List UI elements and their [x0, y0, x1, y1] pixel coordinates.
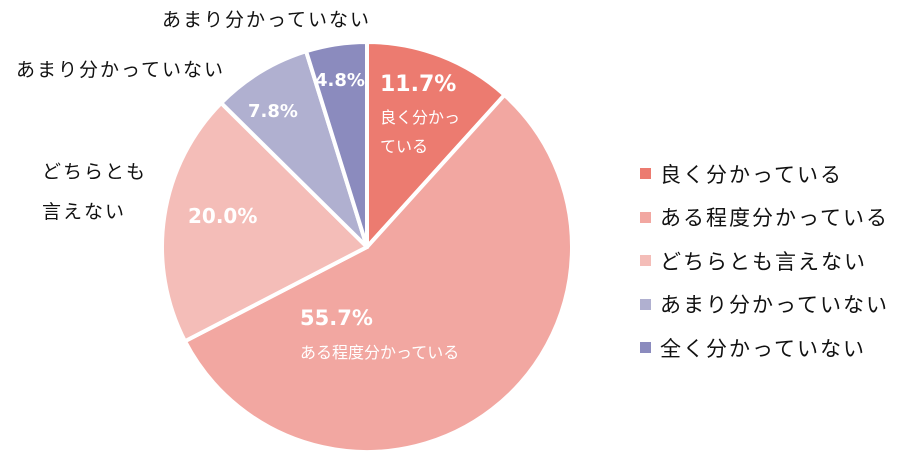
outer-label-neutral-line1: どちらとも: [42, 161, 148, 183]
legend-swatch-icon: [640, 168, 651, 180]
legend-item-somewhat: ある程度分かっている: [640, 196, 889, 240]
label-somewhat-pct: 55.7%: [300, 306, 373, 330]
label-good-pct: 11.7%: [380, 72, 456, 97]
label-good-line2: ている: [380, 137, 428, 156]
pie-slice: [182, 92, 574, 454]
pie-slice: [160, 100, 369, 344]
pie-slices: [160, 40, 574, 454]
outer-label-neutral-line2: 言えない: [42, 201, 127, 223]
label-notatall-pct: 4.8%: [315, 70, 365, 91]
legend-swatch-icon: [640, 255, 651, 267]
legend-swatch-icon: [640, 211, 651, 223]
legend-swatch-icon: [640, 342, 651, 354]
legend: 良く分かっている ある程度分かっている どちらとも言えない あまり分かっていない…: [640, 152, 889, 370]
legend-label: どちらとも言えない: [660, 249, 867, 274]
label-neutral-pct: 20.0%: [188, 204, 257, 228]
label-notmuch-pct: 7.8%: [248, 101, 298, 122]
outer-label-not-at-all: あまり分かっていない: [162, 9, 372, 31]
legend-label: ある程度分かっている: [660, 206, 889, 231]
legend-label: あまり分かっていない: [660, 293, 889, 318]
label-good-line1: 良く分かっ: [380, 108, 460, 127]
outer-label-not-much: あまり分かっていない: [16, 59, 226, 81]
legend-item-not-at-all: 全く分かっていない: [640, 326, 889, 370]
legend-label: 良く分かっている: [660, 162, 843, 187]
label-somewhat-text: ある程度分かっている: [300, 343, 459, 362]
legend-swatch-icon: [640, 298, 651, 310]
legend-item-good: 良く分かっている: [640, 152, 889, 196]
pie-slice: [365, 40, 507, 249]
legend-label: 全く分かっていない: [660, 336, 866, 361]
pie-slice: [304, 40, 369, 249]
legend-item-not-much: あまり分かっていない: [640, 283, 889, 327]
pie-inner-labels: 11.7% 良く分かっ ている 55.7% ある程度分かっている 20.0% 7…: [188, 70, 460, 362]
legend-item-neutral: どちらとも言えない: [640, 239, 889, 283]
